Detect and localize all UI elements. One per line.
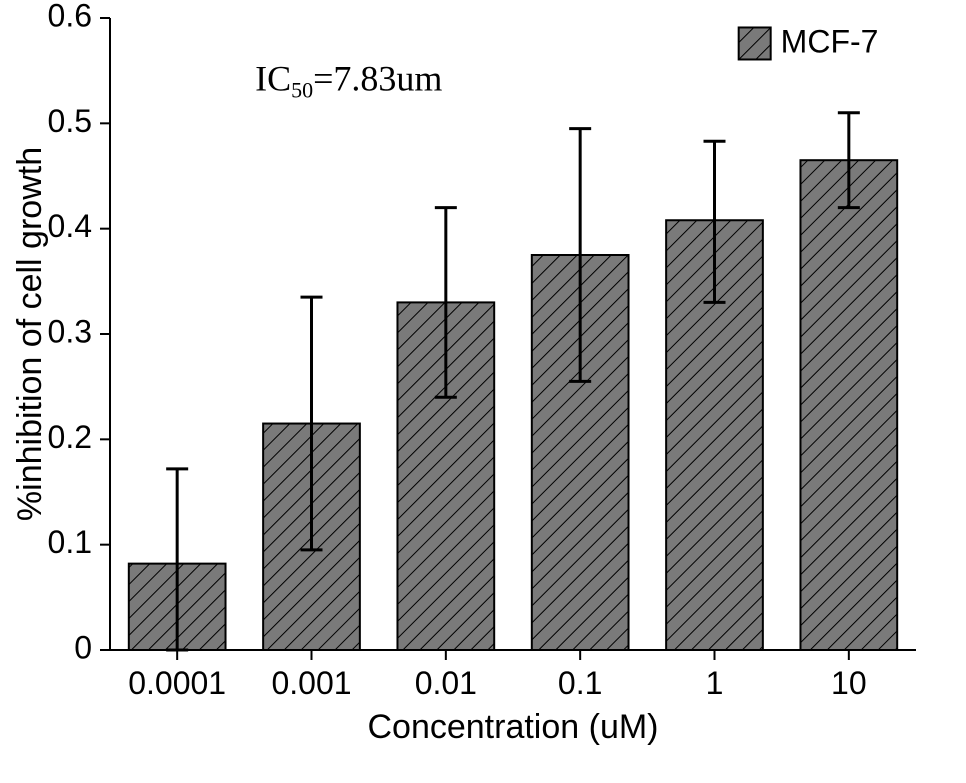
x-axis-title: Concentration (uM) — [367, 708, 658, 746]
chart-container: 0 0.1 0.2 0.3 0.4 0.5 0.6 %inhibition of cell g… — [0, 0, 966, 783]
y-tick-label: 0.1 — [48, 524, 92, 560]
ic50-annotation: IC50=7.83um — [255, 59, 442, 103]
x-tick-label: 0.001 — [271, 665, 351, 701]
x-tick-label: 10 — [831, 665, 867, 701]
y-tick-label: 0.5 — [48, 103, 92, 139]
legend-label: MCF-7 — [781, 23, 879, 59]
legend-swatch — [739, 27, 771, 59]
y-tick-label: 0.3 — [48, 313, 92, 349]
y-axis-title: %inhibition of cell growth — [11, 147, 49, 521]
x-tick-label: 1 — [706, 665, 724, 701]
y-tick-label: 0.2 — [48, 419, 92, 455]
x-tick-label: 0.1 — [558, 665, 602, 701]
y-tick-label: 0.6 — [48, 0, 92, 33]
bar — [800, 160, 897, 650]
y-tick-label: 0 — [74, 629, 92, 665]
x-tick-label: 0.01 — [415, 665, 477, 701]
y-tick-label: 0.4 — [48, 208, 92, 244]
bar-chart: 0 0.1 0.2 0.3 0.4 0.5 0.6 %inhibition of cell g… — [0, 0, 966, 783]
x-tick-label: 0.0001 — [128, 665, 226, 701]
